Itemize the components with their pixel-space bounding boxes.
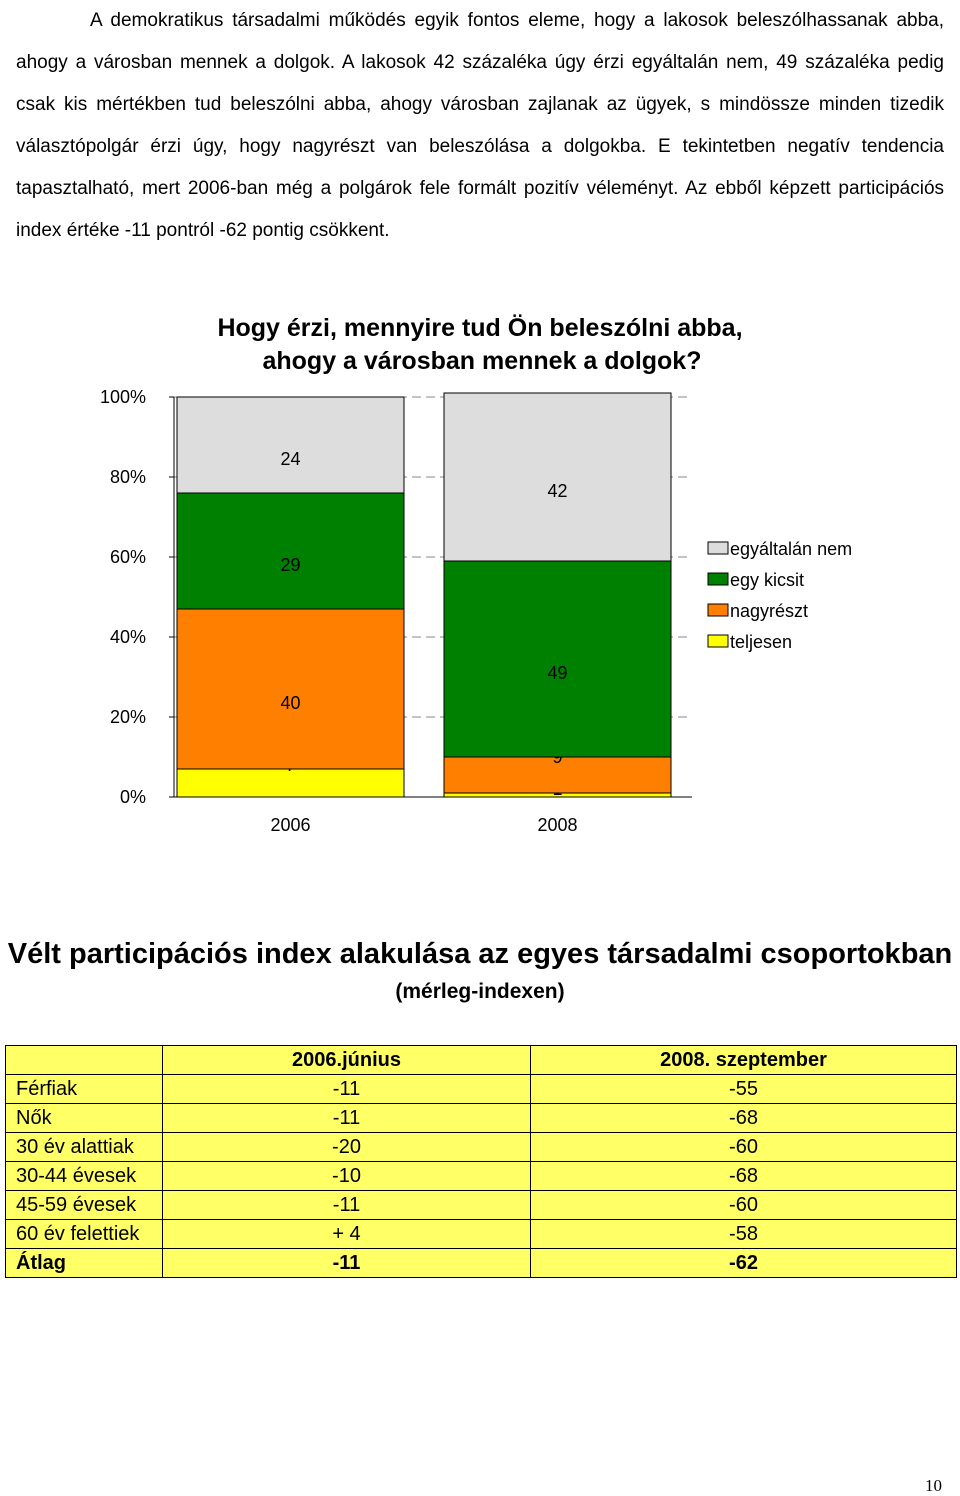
legend-swatch [707, 541, 729, 555]
data-label: 24 [280, 449, 300, 469]
axes: 2006 2008 0% 20% 40% 60% 80% 100% [100, 387, 692, 835]
value-2006: -11 [162, 1103, 531, 1133]
bars: 7402924194942 [176, 392, 672, 799]
chart-title-line-2: ahogy a városban mennek a dolgok? [262, 347, 701, 375]
bar-segment [176, 396, 405, 494]
table-row: 45-59 évesek -11 -60 [5, 1190, 957, 1220]
x-tick-label: 2006 [270, 815, 310, 835]
row-label: 60 év felettiek [5, 1219, 163, 1249]
data-label: 49 [547, 663, 567, 683]
bar-segment [176, 608, 405, 770]
legend-swatch [707, 603, 729, 617]
header-empty [5, 1045, 163, 1075]
bar-segment [443, 560, 672, 758]
y-tick-label: 100% [100, 387, 146, 407]
row-label: 30 év alattiak [5, 1132, 163, 1162]
chart-title-line-1: Hogy érzi, mennyire tud Ön beleszólni ab… [217, 313, 742, 342]
value-2006: -10 [162, 1161, 531, 1191]
legend-swatch [707, 572, 729, 586]
stacked-bar-chart: Hogy érzi, mennyire tud Ön beleszólni ab… [100, 313, 852, 835]
table-row: 60 év felettiek + 4 -58 [5, 1219, 957, 1249]
data-label: 29 [280, 555, 300, 575]
value-2006: -11 [162, 1074, 531, 1104]
bar-segment [443, 392, 672, 562]
table-row: 30-44 évesek -10 -68 [5, 1161, 957, 1191]
y-tick-label: 20% [110, 707, 146, 727]
value-2006: -20 [162, 1132, 531, 1162]
value-2006: -11 [162, 1190, 531, 1220]
row-label: Átlag [5, 1248, 163, 1278]
legend: egyáltalán nem egy kicsit nagyrészt teljese… [707, 539, 852, 652]
legend-swatch [707, 634, 729, 648]
table-row-average: Átlag -11 -62 [5, 1248, 957, 1278]
legend-label: teljesen [730, 632, 792, 652]
y-tick-label: 0% [120, 787, 146, 807]
row-label: 30-44 évesek [5, 1161, 163, 1191]
table-row: 30 év alattiak -20 -60 [5, 1132, 957, 1162]
value-2008: -60 [530, 1190, 957, 1220]
value-2008: -55 [530, 1074, 957, 1104]
row-label: 45-59 évesek [5, 1190, 163, 1220]
value-2006: -11 [162, 1248, 531, 1278]
y-tick-label: 80% [110, 467, 146, 487]
para-line-3: százaléka pedig csak kis mértékben tud b… [16, 52, 944, 115]
para-line-2: abba, ahogy a városban mennek a dolgok. … [16, 10, 944, 73]
value-2008: -68 [530, 1103, 957, 1133]
value-2008: -58 [530, 1219, 957, 1249]
para-line-6: véleményt. Az ebből képzett participáció… [16, 178, 945, 241]
page-number: 10 [925, 1476, 942, 1495]
table-title: Vélt participációs index alakulása az eg… [7, 938, 953, 970]
table-row: Nők -11 -68 [5, 1103, 957, 1133]
value-2006: + 4 [162, 1219, 531, 1249]
para-line-5: tekintetben negatív tendencia tapasztalh… [16, 136, 944, 199]
participation-index-table: 2006.június 2008. szeptember Férfiak -11… [5, 1045, 957, 1278]
data-label: 42 [547, 481, 567, 501]
table-header-row: 2006.június 2008. szeptember [5, 1045, 957, 1075]
para-line-4: mindössze minden tizedik választópolgár … [16, 94, 944, 157]
legend-label: egyáltalán nem [730, 539, 852, 559]
value-2008: -68 [530, 1161, 957, 1191]
legend-label: nagyrészt [730, 601, 808, 621]
bar-segment [176, 492, 405, 610]
value-2008: -60 [530, 1132, 957, 1162]
para-line-1: A demokratikus társadalmi működés egyik … [90, 10, 888, 31]
table-row: Férfiak -11 -55 [5, 1074, 957, 1104]
data-label: 40 [280, 693, 300, 713]
header-2006: 2006.június [162, 1045, 531, 1075]
row-label: Nők [5, 1103, 163, 1133]
header-2008: 2008. szeptember [530, 1045, 957, 1075]
x-tick-label: 2008 [537, 815, 577, 835]
legend-label: egy kicsit [730, 570, 804, 590]
row-label: Férfiak [5, 1074, 163, 1104]
y-tick-label: 60% [110, 547, 146, 567]
bar-segment [176, 768, 405, 798]
intro-paragraph: A demokratikus társadalmi működés egyik … [16, 0, 944, 252]
value-2008: -62 [530, 1248, 957, 1278]
y-tick-label: 40% [110, 627, 146, 647]
table-subtitle: (mérleg-indexen) [395, 980, 565, 1003]
